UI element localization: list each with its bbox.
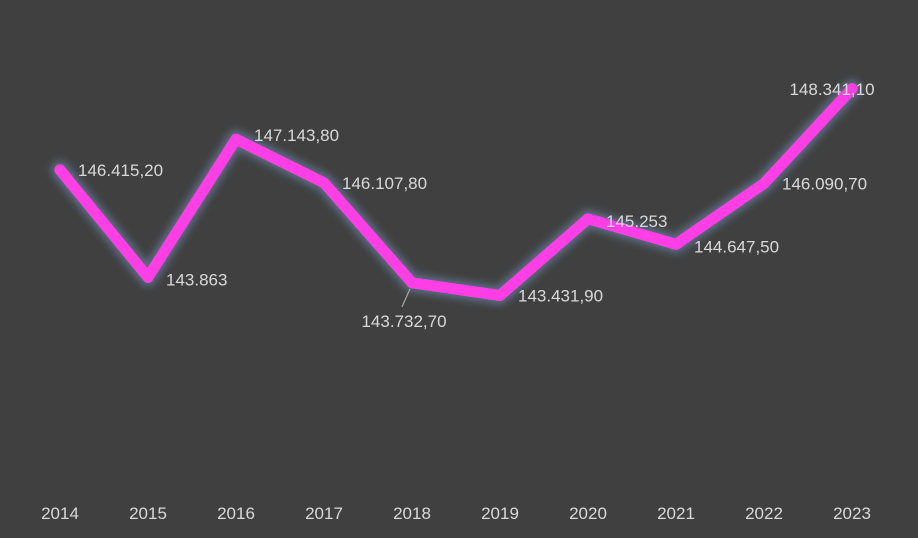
data-label-2017: 146.107,80: [342, 174, 427, 193]
data-label-2015: 143.863: [166, 270, 227, 289]
data-label-2019: 143.431,90: [518, 286, 603, 305]
series-line: [54, 83, 858, 301]
x-tick-label-2015: 2015: [129, 504, 167, 523]
leader-line-2018: [401, 288, 411, 308]
x-tick-label-2020: 2020: [569, 504, 607, 523]
data-label-2020: 145.253: [606, 212, 667, 231]
data-point-2020: [582, 213, 594, 225]
data-label-2016: 147.143,80: [254, 126, 339, 145]
data-label-2021: 144.647,50: [694, 237, 779, 256]
data-point-2018: [406, 277, 418, 289]
data-label-2023: 148.341,10: [789, 80, 874, 99]
data-label-2022: 146.090,70: [782, 175, 867, 194]
x-tick-label-2023: 2023: [833, 504, 871, 523]
data-point-2016: [230, 133, 242, 145]
data-point-2022: [758, 178, 770, 190]
data-point-2019: [494, 289, 506, 301]
x-tick-label-2017: 2017: [305, 504, 343, 523]
x-tick-label-2018: 2018: [393, 504, 431, 523]
data-point-2017: [318, 177, 330, 189]
data-point-2021: [670, 238, 682, 250]
x-tick-label-2021: 2021: [657, 504, 695, 523]
data-label-2018: 143.732,70: [361, 312, 446, 331]
x-tick-label-2014: 2014: [41, 504, 79, 523]
x-tick-label-2016: 2016: [217, 504, 255, 523]
data-point-2015: [142, 271, 154, 283]
series-line-glow: [51, 79, 861, 305]
data-label-2014: 146.415,20: [78, 161, 163, 180]
data-point-2023: [846, 83, 858, 95]
x-tick-label-2019: 2019: [481, 504, 519, 523]
data-point-2014: [54, 164, 66, 176]
x-tick-label-2022: 2022: [745, 504, 783, 523]
